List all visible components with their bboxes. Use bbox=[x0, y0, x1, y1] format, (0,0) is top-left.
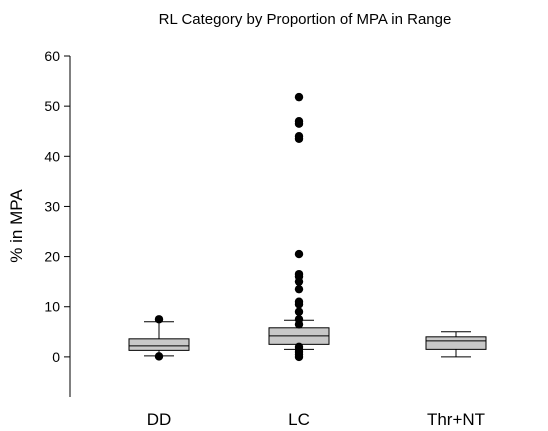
outlier-point bbox=[294, 342, 304, 352]
outlier-point bbox=[294, 284, 304, 294]
box-group-dd: DD bbox=[128, 315, 190, 429]
y-tick-label: 50 bbox=[44, 98, 60, 114]
y-tick-label: 10 bbox=[44, 299, 60, 315]
chart-title: RL Category by Proportion of MPA in Rang… bbox=[159, 11, 452, 28]
outlier-point bbox=[294, 92, 304, 102]
outlier-point bbox=[294, 249, 304, 259]
category-label: DD bbox=[147, 410, 172, 429]
outlier-point bbox=[294, 315, 304, 324]
y-tick-label: 60 bbox=[44, 48, 60, 64]
outlier-point bbox=[154, 315, 164, 324]
category-label: LC bbox=[288, 410, 310, 429]
box-group-lc: LC bbox=[268, 92, 330, 429]
plot-area: 0 10 20 30 40 50 60 DD LC Thr+NT bbox=[44, 48, 487, 429]
category-label: Thr+NT bbox=[427, 410, 485, 429]
y-axis-label: % in MPA bbox=[7, 189, 26, 263]
y-tick-label: 40 bbox=[44, 148, 60, 164]
box-iqr bbox=[425, 336, 487, 350]
outlier-point bbox=[294, 307, 304, 316]
outlier-point bbox=[294, 269, 304, 279]
y-tick-label: 30 bbox=[44, 198, 60, 214]
outlier-point bbox=[294, 132, 304, 141]
box-iqr bbox=[128, 338, 190, 351]
outlier-point bbox=[294, 116, 304, 126]
y-tick-label: 20 bbox=[44, 249, 60, 265]
outlier-point bbox=[294, 297, 304, 306]
outlier-point bbox=[154, 352, 164, 361]
y-tick-label: 0 bbox=[52, 349, 60, 365]
box-group-thr-nt: Thr+NT bbox=[425, 331, 487, 429]
